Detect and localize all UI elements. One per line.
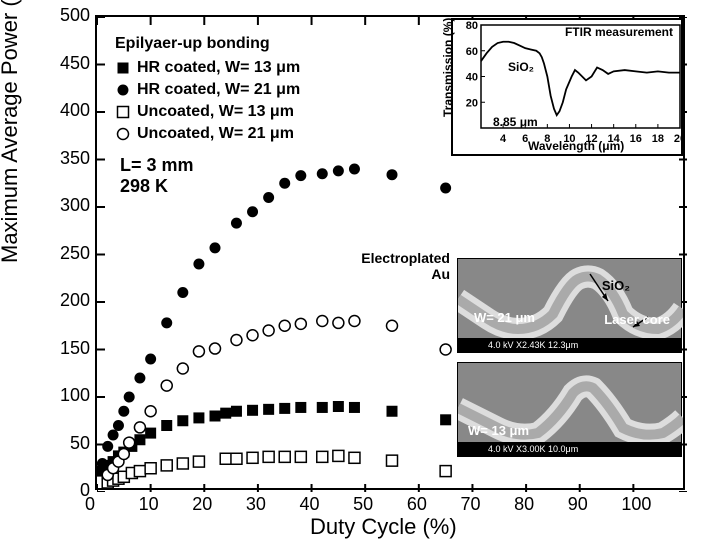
sem-sio2-label: SiO₂ [602, 278, 630, 293]
main-chart-container: Maximum Average Power (mW) Duty Cycle (%… [0, 0, 705, 545]
sem-image-bottom: W= 13 μm 4.0 kV X3.00K 10.0μm [457, 362, 682, 457]
x-tick-label: 50 [353, 494, 373, 515]
legend-row: Uncoated, W= 13 μm [115, 103, 300, 121]
sem-electroplated-label: Electroplated Au [361, 250, 450, 282]
svg-text:60: 60 [466, 46, 478, 58]
x-tick-label: 30 [246, 494, 266, 515]
y-tick-label: 250 [60, 243, 90, 264]
svg-text:40: 40 [466, 72, 478, 84]
x-tick-label: 10 [139, 494, 159, 515]
conditions-text: L= 3 mm 298 K [120, 155, 194, 197]
x-tick-label: 80 [514, 494, 534, 515]
svg-text:20: 20 [466, 97, 478, 109]
x-tick-label: 40 [300, 494, 320, 515]
inset-chart-svg: 20406080468101214161820 [453, 20, 685, 158]
x-tick-label: 60 [407, 494, 427, 515]
y-tick-label: 450 [60, 53, 90, 74]
x-axis-label: Duty Cycle (%) [310, 514, 457, 540]
y-tick-label: 100 [60, 385, 90, 406]
y-tick-label: 200 [60, 290, 90, 311]
sem-width21-label: W= 21 μm [474, 310, 535, 325]
inset-x-label: Wavelength (μm) [528, 139, 624, 153]
x-tick-label: 100 [621, 494, 651, 515]
legend: Epilyaer-up bonding HR coated, W= 13 μm … [115, 35, 300, 147]
x-tick-label: 70 [460, 494, 480, 515]
y-axis-label: Maximum Average Power (mW) [0, 0, 23, 263]
x-tick-label: 90 [568, 494, 588, 515]
x-tick-label: 20 [192, 494, 212, 515]
svg-text:16: 16 [630, 133, 642, 145]
inset-y-label: Transmission (%) [441, 18, 455, 117]
sem-image-top: 4.0 kV X2.43K 12.3μm [457, 258, 682, 353]
y-tick-label: 400 [60, 100, 90, 121]
legend-row: HR coated, W= 13 μm [115, 59, 300, 77]
legend-row: Uncoated, W= 21 μm [115, 125, 300, 143]
svg-text:20: 20 [674, 133, 685, 145]
legend-title: Epilyaer-up bonding [115, 35, 300, 53]
inset-sio2-label: SiO₂ [508, 60, 534, 74]
sem-width13-label: W= 13 μm [468, 423, 529, 438]
x-tick-label: 0 [85, 494, 95, 515]
sem-bottom-scalebar: 4.0 kV X3.00K 10.0μm [458, 442, 681, 456]
y-tick-label: 300 [60, 195, 90, 216]
sem-core-label: Laser core [604, 312, 670, 327]
y-tick-label: 50 [70, 433, 90, 454]
y-tick-label: 350 [60, 148, 90, 169]
sem-top-scalebar: 4.0 kV X2.43K 12.3μm [458, 338, 681, 352]
legend-row: HR coated, W= 21 μm [115, 81, 300, 99]
y-tick-label: 500 [60, 5, 90, 26]
inset-ftir-chart: 20406080468101214161820 Transmission (%)… [451, 18, 683, 156]
condition-length: L= 3 mm [120, 155, 194, 176]
svg-text:18: 18 [652, 133, 664, 145]
inset-title: FTIR measurement [565, 25, 673, 39]
condition-temp: 298 K [120, 176, 194, 197]
svg-text:4: 4 [500, 133, 507, 145]
inset-wavelength-label: 8.85 μm [493, 115, 538, 129]
y-tick-label: 150 [60, 338, 90, 359]
svg-text:80: 80 [466, 20, 478, 32]
